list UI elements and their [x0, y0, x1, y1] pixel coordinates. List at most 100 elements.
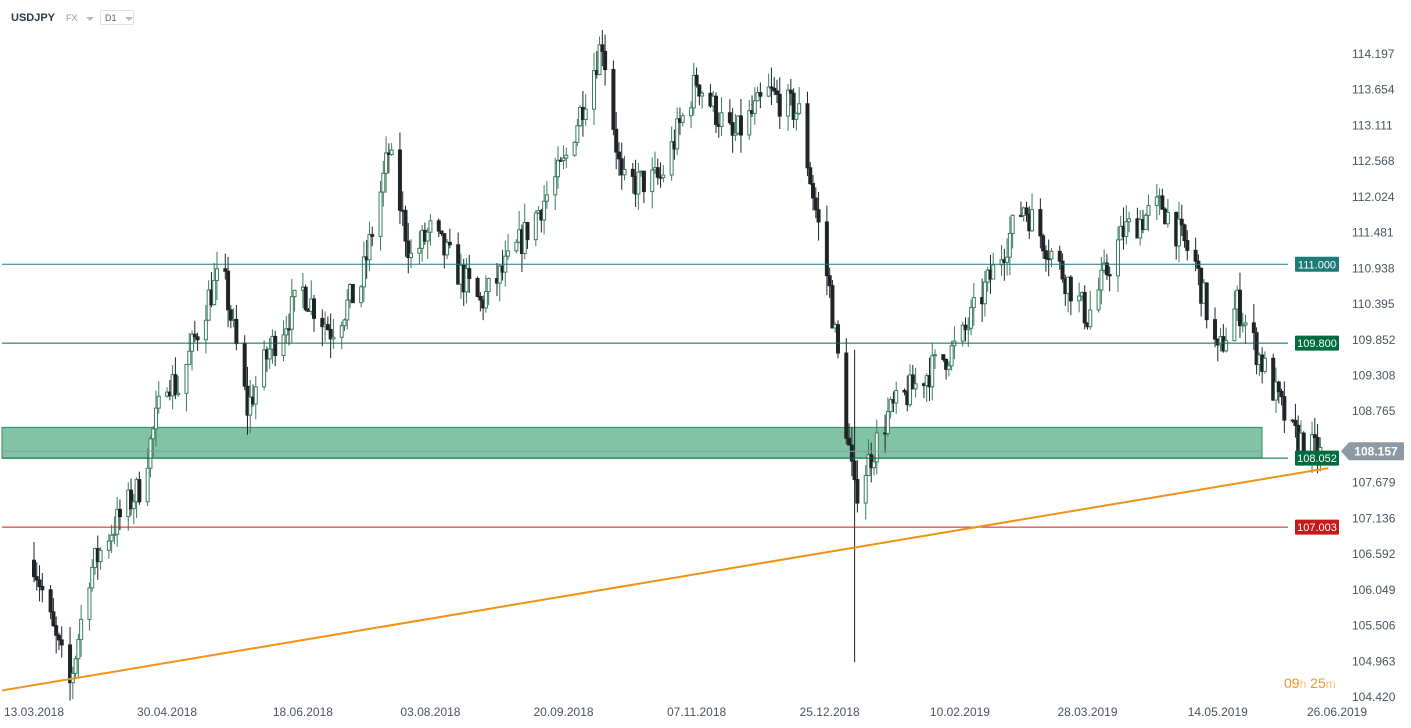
- chevron-down-icon: [85, 16, 94, 21]
- candle-body: [941, 354, 946, 360]
- level-tag[interactable]: [1295, 335, 1339, 351]
- candle-body: [1082, 292, 1087, 324]
- candle-body: [969, 307, 974, 329]
- candle-body: [339, 325, 344, 338]
- candle-body: [514, 241, 519, 252]
- y-tick-label: 113.654: [1352, 83, 1395, 97]
- trendline[interactable]: [1, 467, 1329, 692]
- candle-body: [830, 285, 835, 329]
- y-tick-label: 108.765: [1352, 404, 1396, 418]
- candle-body: [713, 95, 718, 125]
- candle-body: [816, 209, 821, 223]
- candle-body: [253, 386, 258, 405]
- candle-body: [555, 159, 560, 178]
- candle-body: [273, 335, 278, 356]
- candle-body: [636, 171, 641, 195]
- candle-body: [109, 534, 114, 542]
- x-axis: 13.03.2018 30.04.2018 18.06.2018 03.08.2018…: [4, 705, 1367, 719]
- candle-countdown: 09h 25m: [1284, 675, 1336, 691]
- candle-body: [525, 222, 530, 241]
- symbol-name[interactable]: USDJPY: [11, 12, 56, 24]
- candle-body: [603, 50, 608, 71]
- candle-body: [367, 234, 372, 261]
- y-tick-label: 112.024: [1352, 190, 1395, 204]
- candle-body: [542, 200, 547, 221]
- x-tick-label: 07.11.2018: [667, 705, 726, 719]
- candle-body: [869, 454, 874, 469]
- candle-body: [863, 474, 868, 504]
- candle-body: [1276, 381, 1281, 392]
- candle-body: [719, 112, 724, 127]
- candle-body: [797, 103, 802, 114]
- candle-body: [730, 122, 735, 136]
- candle-body: [292, 289, 297, 298]
- candle-body: [389, 149, 394, 155]
- candle-body: [1237, 289, 1242, 327]
- candle-body: [1185, 240, 1190, 251]
- candle-body: [1107, 274, 1112, 277]
- candle-body: [913, 383, 918, 390]
- candle-body: [34, 576, 39, 581]
- level-tag[interactable]: [1295, 519, 1339, 535]
- candle-body: [312, 298, 317, 319]
- candle-body: [1030, 209, 1035, 232]
- candle-body: [1204, 282, 1209, 321]
- candle-body: [630, 168, 635, 177]
- candle-body: [475, 278, 480, 297]
- candle-body: [439, 230, 444, 235]
- candle-body: [1096, 289, 1101, 311]
- candle-body: [145, 467, 150, 503]
- candle-body: [483, 291, 488, 309]
- support-zone-rect[interactable]: [1, 426, 1263, 459]
- candle-body: [384, 152, 389, 174]
- candle-body: [403, 209, 408, 242]
- candle-body: [786, 89, 791, 117]
- candle-body: [1160, 195, 1165, 210]
- candle-body: [774, 90, 779, 95]
- candle-body: [1038, 209, 1043, 237]
- candle-body: [1262, 357, 1267, 372]
- candle-body: [68, 644, 73, 684]
- level-tag[interactable]: [1295, 256, 1339, 272]
- candle-body: [680, 115, 685, 123]
- candle-body: [242, 343, 247, 387]
- y-tick-label: 106.592: [1352, 547, 1396, 561]
- candle-body: [1077, 295, 1082, 302]
- y-tick-label: 110.938: [1352, 261, 1395, 275]
- x-tick-label: 28.03.2019: [1057, 705, 1117, 719]
- candle-body: [592, 70, 597, 110]
- candle-body: [203, 319, 208, 341]
- candle-body: [409, 252, 414, 259]
- candle-body: [738, 115, 743, 136]
- candle-body: [1213, 319, 1218, 340]
- candle-body: [262, 349, 267, 388]
- candle-body: [1143, 214, 1148, 231]
- candle-body: [56, 634, 61, 641]
- candle-body: [966, 327, 971, 331]
- candle-body: [54, 625, 59, 636]
- level-tag-label: 109.800: [1297, 338, 1337, 350]
- timeframe-dropdown[interactable]: D1: [100, 10, 134, 25]
- candle-body: [79, 618, 84, 641]
- candle-body: [949, 345, 954, 367]
- candle-body: [1005, 256, 1010, 263]
- x-tick-label: 03.08.2018: [400, 705, 460, 719]
- market-dropdown[interactable]: FX: [66, 13, 94, 23]
- candle-body: [1271, 357, 1276, 401]
- candle-body: [1251, 322, 1256, 334]
- level-tag[interactable]: [1295, 450, 1339, 466]
- candle-body: [98, 549, 103, 563]
- candle-body: [669, 141, 674, 176]
- candle-body: [600, 44, 605, 52]
- ascending-trendline[interactable]: [1, 467, 1329, 692]
- candle-body: [445, 241, 450, 256]
- candle-body: [328, 328, 333, 340]
- horizontal-levels[interactable]: 111.000 109.800 108.052 107.003: [2, 256, 1339, 535]
- candle-body: [436, 220, 441, 232]
- timer-hours: 09: [1284, 675, 1300, 691]
- candle-body: [417, 247, 422, 254]
- candle-body: [849, 444, 854, 462]
- candle-body: [616, 151, 621, 160]
- support-zone[interactable]: [1, 426, 1263, 459]
